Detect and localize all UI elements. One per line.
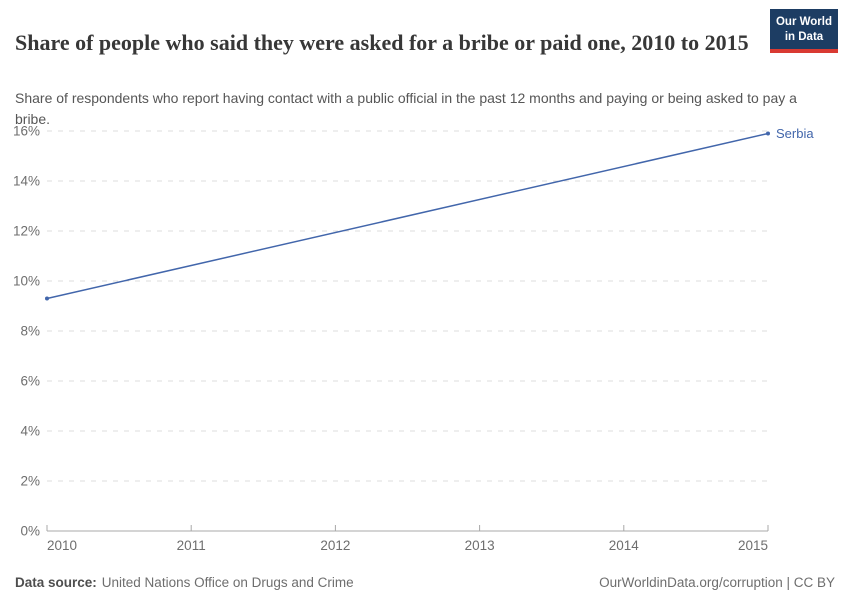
y-axis-tick-label: 8% <box>20 324 40 339</box>
x-axis-tick-label: 2010 <box>47 538 77 553</box>
data-point-marker <box>45 296 49 301</box>
owid-logo[interactable]: Our World in Data <box>770 9 838 54</box>
y-axis-tick-label: 2% <box>20 474 40 489</box>
chart-subtitle: Share of respondents who report having c… <box>15 90 797 127</box>
trend-line <box>46 132 769 300</box>
x-axis-tick-label: 2012 <box>320 538 350 553</box>
chart-title: Share of people who said they were asked… <box>15 29 749 55</box>
y-axis-tick-label: 10% <box>13 274 40 289</box>
y-axis-tick-label: 14% <box>13 174 40 189</box>
y-axis-tick-label: 12% <box>13 224 40 239</box>
y-axis-tick-label: 0% <box>20 524 40 539</box>
data-point-marker <box>766 131 770 136</box>
x-axis-tick-label: 2011 <box>177 538 206 553</box>
chart-footer: Data source: United Nations Office on Dru… <box>15 575 835 590</box>
data-source-value: United Nations Office on Drugs and Crime <box>101 575 354 590</box>
y-axis-tick-label: 4% <box>20 424 40 439</box>
owid-logo-line1: Our World <box>775 16 832 28</box>
line-chart-canvas[interactable]: 0% 2% 4% 6% 8% 10% 12% 14% 16% 2010 2011 2012 2013 20… <box>0 115 850 565</box>
owid-logo-line2: in Data <box>784 30 824 43</box>
x-axis-tick-label: 2014 <box>609 538 640 553</box>
data-source: Data source: United Nations Office on Dru… <box>15 575 354 590</box>
data-source-label: Data source: <box>15 575 97 590</box>
x-axis-tick-label: 2015 <box>738 538 768 553</box>
series-end-label[interactable]: Serbia <box>776 126 814 141</box>
citation: OurWorldinData.org/corruption | CC BY <box>599 575 835 590</box>
x-axis-tick-label: 2013 <box>465 538 495 553</box>
y-axis-tick-label: 6% <box>20 374 40 389</box>
y-axis-tick-label: 16% <box>13 124 40 139</box>
